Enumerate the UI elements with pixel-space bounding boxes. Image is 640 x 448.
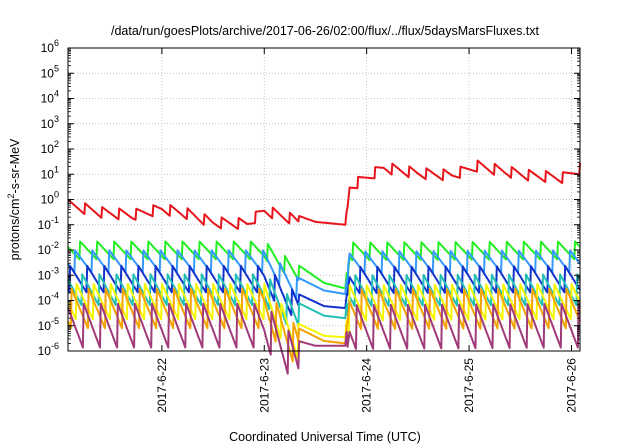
series-layer	[67, 159, 581, 375]
y-tick-label: 10-1	[38, 215, 59, 232]
series-line	[67, 249, 581, 300]
y-axis: 10-6 10-5 10-4 10-3 10-2 10-1 100 101 102 103 104 1…	[38, 38, 580, 358]
y-tick-label: 103	[41, 114, 59, 131]
y-tick-label: 102	[41, 139, 59, 156]
y-tick-label: 105	[41, 63, 59, 80]
y-tick-label: 10-5	[38, 316, 59, 333]
y-tick-label: 10-3	[38, 265, 59, 282]
y-tick-label: 104	[41, 89, 59, 106]
series-line	[67, 287, 581, 363]
y-axis-label: protons/cm2-s-sr-MeV	[6, 138, 22, 260]
x-tick-label: 2017-6-22	[155, 358, 169, 413]
y-tick-label: 106	[41, 38, 59, 55]
chart-title: /data/run/goesPlots/archive/2017-06-26/0…	[111, 24, 540, 38]
y-tick-label: 10-4	[38, 291, 59, 308]
x-axis: 2017-6-22 2017-6-23 2017-6-24 2017-6-25 2017…	[155, 48, 578, 413]
y-tick-label: 10-2	[38, 240, 59, 257]
series-line	[67, 283, 581, 359]
series-line	[67, 273, 581, 327]
y-tick-label: 101	[41, 164, 59, 181]
x-tick-label: 2017-6-23	[257, 358, 271, 413]
x-tick-label: 2017-6-26	[564, 358, 578, 413]
series-line	[67, 302, 581, 375]
y-tick-label: 10-6	[38, 341, 59, 358]
x-tick-label: 2017-6-24	[360, 358, 374, 413]
x-tick-label: 2017-6-25	[462, 358, 476, 413]
series-line	[67, 159, 581, 230]
series-line	[67, 240, 581, 290]
y-tick-label: 100	[41, 190, 59, 207]
series-line	[67, 264, 581, 317]
x-axis-label: Coordinated Universal Time (UTC)	[229, 430, 421, 444]
